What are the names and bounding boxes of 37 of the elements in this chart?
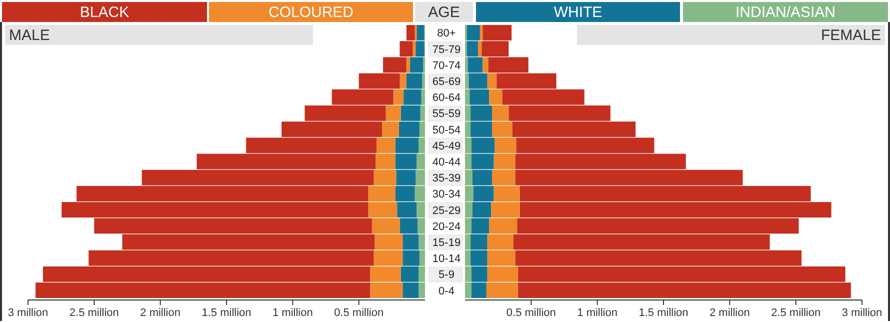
y-tick-label: 65-69: [432, 76, 461, 88]
y-tick-label: 50-54: [432, 124, 461, 136]
y-tick-label: 40-44: [432, 156, 461, 168]
y-tick-label: 55-59: [432, 108, 461, 120]
y-tick-label: 30-34: [432, 188, 461, 201]
x-tick-label: 2.5 million: [69, 307, 119, 319]
y-tick-label: 75-79: [432, 44, 461, 56]
x-tick-label: 0.5 million: [334, 307, 384, 319]
text: BLACK: [80, 4, 130, 21]
x-tick-label: 1.5 million: [638, 307, 688, 319]
y-tick-label: 20-24: [432, 220, 461, 233]
y-tick-label: 5-9: [438, 269, 454, 282]
text: COLOURED: [268, 4, 354, 21]
bar: [406, 57, 410, 73]
y-tick-label: 35-39: [432, 172, 461, 185]
x-tick-label: 2 million: [709, 307, 750, 319]
y-axis-title: AGE: [428, 4, 460, 21]
y-tick-label: 70-74: [432, 60, 461, 72]
x-tick-label: 3 million: [842, 307, 882, 319]
text: WHITE: [554, 4, 602, 21]
x-tick-label: 2 million: [140, 307, 181, 319]
y-tick-label: 80+: [437, 28, 456, 40]
x-tick-label: 3 million: [8, 307, 48, 319]
y-tick-label: 60-64: [432, 92, 461, 104]
y-tick-label: 45-49: [432, 140, 461, 152]
x-tick-label: 1 million: [272, 307, 313, 319]
x-tick-label: 1 million: [577, 307, 618, 319]
y-tick-label: 0-4: [438, 285, 454, 298]
y-tick-label: 15-19: [432, 236, 461, 249]
text: INDIAN/ASIAN: [735, 4, 836, 21]
x-tick-label: 2.5 million: [771, 307, 821, 319]
y-tick-label: 25-29: [432, 204, 461, 217]
x-tick-label: 1.5 million: [202, 307, 252, 319]
chart-title: MALE: [9, 27, 50, 44]
x-tick-label: 0.5 million: [506, 307, 556, 319]
y-tick-label: 10-14: [432, 253, 461, 266]
chart-title: FEMALE: [820, 27, 881, 44]
